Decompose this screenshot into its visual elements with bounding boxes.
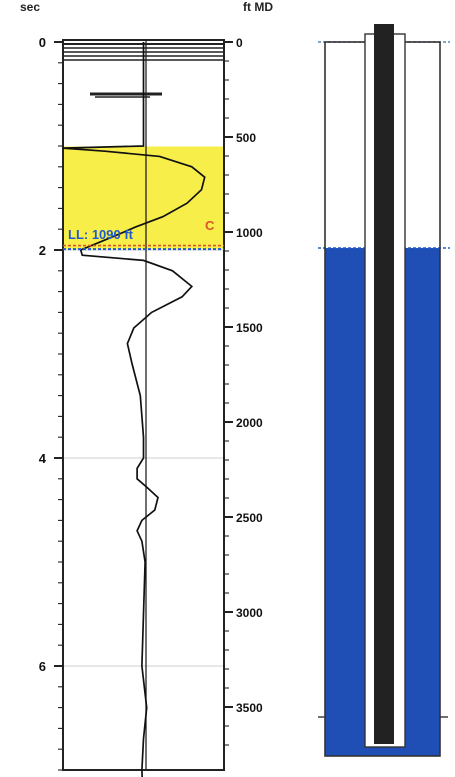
left-tick-label: 4 — [39, 451, 47, 466]
right-tick-label: 2500 — [236, 511, 263, 525]
liquid-level-label: LL: 1090 ft — [68, 227, 134, 242]
right-tick-label: 1000 — [236, 226, 263, 240]
log-track-panel: LL: 1090 ft C 0 2 4 6 0 500 1000 1500 2000 2500 3… — [20, 0, 273, 777]
track-frame — [62, 39, 225, 771]
highlight-zone — [63, 146, 224, 250]
left-tick-label: 0 — [39, 35, 46, 50]
right-tick-label: 3000 — [236, 606, 263, 620]
left-tick-label: 2 — [39, 243, 46, 258]
collar-marker-label: C — [205, 218, 215, 233]
acoustic-trace — [62, 42, 206, 777]
left-axis-sec: 0 2 4 6 — [39, 35, 63, 771]
right-tick-label: 2000 — [236, 416, 263, 430]
right-tick-label: 0 — [236, 36, 243, 50]
right-tick-label: 1500 — [236, 321, 263, 335]
left-tick-label: 6 — [39, 659, 46, 674]
right-tick-label: 500 — [236, 131, 256, 145]
left-axis-header: sec — [20, 0, 40, 14]
rod-string — [374, 24, 394, 744]
right-axis-header: ft MD — [243, 0, 273, 14]
right-tick-label: 3500 — [236, 701, 263, 715]
wellbore-diagram — [318, 24, 450, 757]
right-axis-ft-md: 0 500 1000 1500 2000 2500 3000 3500 — [224, 36, 263, 746]
